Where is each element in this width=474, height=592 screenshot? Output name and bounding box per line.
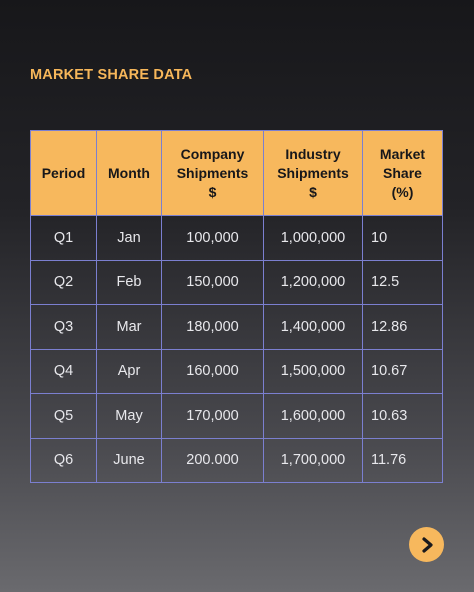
header-industry-shipments: Industry Shipments $: [263, 130, 363, 216]
cell-month: June: [96, 437, 162, 483]
cell-company-shipments: 200.000: [161, 437, 264, 483]
cell-month: May: [96, 393, 162, 439]
cell-period: Q6: [30, 437, 97, 483]
table-row: Q5 May 170,000 1,600,000 10.63: [30, 393, 443, 439]
cell-month: Feb: [96, 259, 162, 305]
cell-period: Q2: [30, 259, 97, 305]
cell-period: Q1: [30, 215, 97, 261]
cell-market-share: 12.86: [362, 304, 443, 350]
cell-market-share: 10.63: [362, 393, 443, 439]
header-period: Period: [30, 130, 97, 216]
cell-company-shipments: 170,000: [161, 393, 264, 439]
table-row: Q1 Jan 100,000 1,000,000 10: [30, 215, 443, 261]
cell-market-share: 11.76: [362, 437, 443, 483]
cell-period: Q5: [30, 393, 97, 439]
cell-company-shipments: 100,000: [161, 215, 264, 261]
cell-market-share: 12.5: [362, 259, 443, 305]
cell-company-shipments: 160,000: [161, 348, 264, 394]
cell-industry-shipments: 1,700,000: [263, 437, 363, 483]
cell-industry-shipments: 1,400,000: [263, 304, 363, 350]
header-market-share: Market Share (%): [362, 130, 443, 216]
header-month: Month: [96, 130, 162, 216]
cell-company-shipments: 180,000: [161, 304, 264, 350]
chevron-right-icon: [421, 536, 433, 553]
table-row: Q6 June 200.000 1,700,000 11.76: [30, 437, 443, 483]
cell-industry-shipments: 1,000,000: [263, 215, 363, 261]
cell-industry-shipments: 1,500,000: [263, 348, 363, 394]
table-header-row: Period Month Company Shipments $ Industr…: [30, 130, 443, 216]
next-button[interactable]: [409, 527, 444, 562]
cell-month: Apr: [96, 348, 162, 394]
cell-market-share: 10: [362, 215, 443, 261]
market-share-table: Period Month Company Shipments $ Industr…: [30, 130, 443, 483]
cell-period: Q4: [30, 348, 97, 394]
cell-industry-shipments: 1,200,000: [263, 259, 363, 305]
page-title: MARKET SHARE DATA: [30, 67, 193, 83]
table-row: Q3 Mar 180,000 1,400,000 12.86: [30, 304, 443, 350]
cell-market-share: 10.67: [362, 348, 443, 394]
table-row: Q4 Apr 160,000 1,500,000 10.67: [30, 348, 443, 394]
cell-company-shipments: 150,000: [161, 259, 264, 305]
table-row: Q2 Feb 150,000 1,200,000 12.5: [30, 259, 443, 305]
cell-industry-shipments: 1,600,000: [263, 393, 363, 439]
cell-period: Q3: [30, 304, 97, 350]
cell-month: Mar: [96, 304, 162, 350]
header-company-shipments: Company Shipments $: [161, 130, 264, 216]
cell-month: Jan: [96, 215, 162, 261]
